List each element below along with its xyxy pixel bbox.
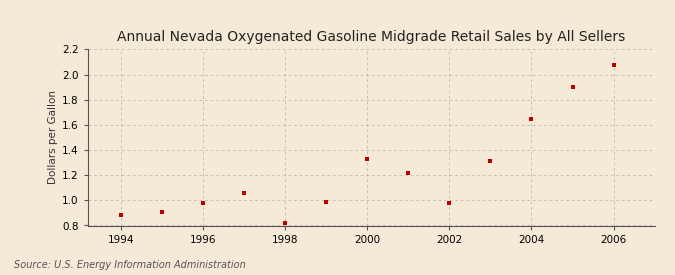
Point [403,170,414,175]
Y-axis label: Dollars per Gallon: Dollars per Gallon [48,90,58,185]
Point [444,201,455,205]
Point [321,199,331,204]
Text: Source: U.S. Energy Information Administration: Source: U.S. Energy Information Administ… [14,260,245,270]
Point [279,221,290,225]
Point [238,191,249,195]
Point [197,201,208,205]
Point [485,159,496,164]
Point [115,213,126,218]
Title: Annual Nevada Oxygenated Gasoline Midgrade Retail Sales by All Sellers: Annual Nevada Oxygenated Gasoline Midgra… [117,30,625,44]
Point [157,210,167,214]
Point [362,157,373,161]
Point [608,62,619,67]
Point [567,85,578,89]
Point [526,116,537,121]
